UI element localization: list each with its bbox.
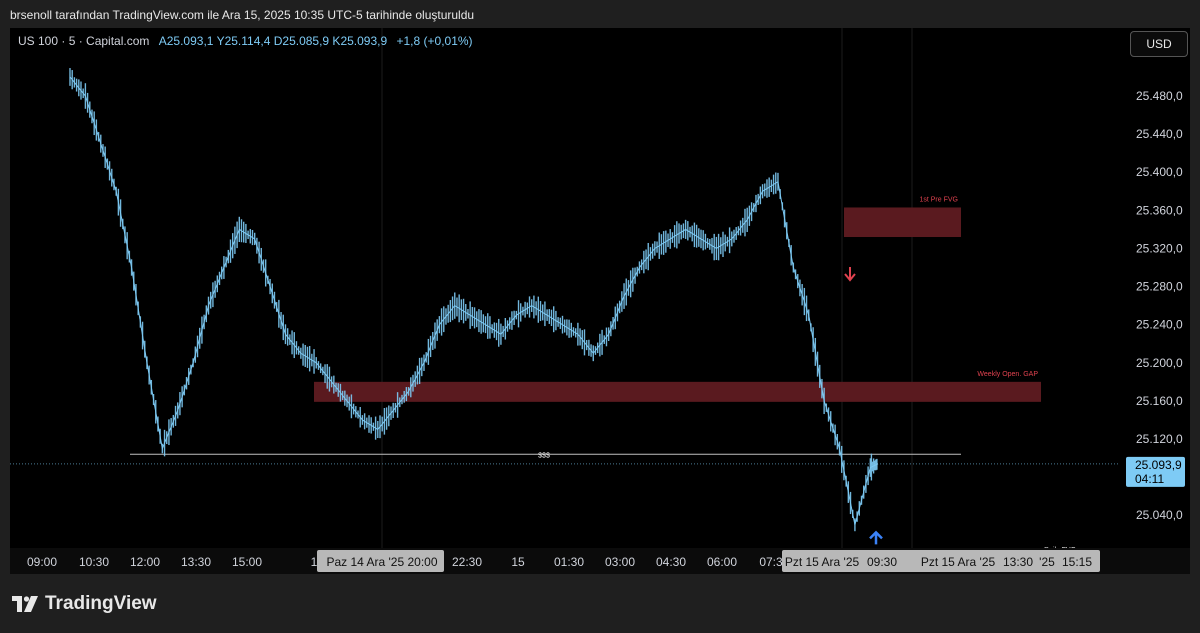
y-tick-label: 25.440,0 xyxy=(1136,127,1183,141)
time-crosshair-label xyxy=(782,550,1100,572)
x-tick-label: 09:00 xyxy=(27,555,57,569)
x-tick-label: '25 xyxy=(1039,555,1055,569)
countdown-label: 04:11 xyxy=(1135,472,1164,486)
current-price-label: 25.093,9 xyxy=(1135,458,1182,472)
symbol-name[interactable]: US 100 · 5 · Capital.com xyxy=(18,34,150,48)
x-tick-label: 13:30 xyxy=(1003,555,1033,569)
x-tick-label: 15:00 xyxy=(232,555,262,569)
y-tick-label: 25.200,0 xyxy=(1136,356,1183,370)
y-tick-label: 25.480,0 xyxy=(1136,89,1183,103)
y-tick-label: 25.160,0 xyxy=(1136,394,1183,408)
x-tick-label: 10:30 xyxy=(79,555,109,569)
x-tick-label: 13:30 xyxy=(181,555,211,569)
x-tick-label: Pzt 15 Ara '25 xyxy=(921,555,996,569)
x-tick-label: 04:30 xyxy=(656,555,686,569)
y-tick-label: 25.400,0 xyxy=(1136,165,1183,179)
price-axis[interactable] xyxy=(1120,28,1190,574)
tradingview-logo-icon xyxy=(12,596,38,612)
x-tick-label: 07:3 xyxy=(759,555,783,569)
y-tick-label: 25.360,0 xyxy=(1136,203,1183,217)
buy-arrow-icon xyxy=(869,530,883,545)
fvg-zone[interactable] xyxy=(844,207,961,238)
logo-text: TradingView xyxy=(45,593,157,614)
y-tick-label: 25.040,0 xyxy=(1136,508,1183,522)
fvg-zone[interactable] xyxy=(314,381,1041,402)
liquidity-label: $$$ xyxy=(538,452,550,459)
ohlc-values: A25.093,1 Y25.114,4 D25.085,9 K25.093,9 xyxy=(158,34,388,48)
x-tick-label: 03:00 xyxy=(605,555,635,569)
sell-arrow-icon xyxy=(844,267,856,282)
x-tick-label: 15:15 xyxy=(1062,555,1092,569)
y-tick-label: 25.120,0 xyxy=(1136,432,1183,446)
snapshot-caption: brsenoll tarafından TradingView.com ile … xyxy=(10,8,475,22)
x-tick-label: 09:30 xyxy=(867,555,897,569)
x-tick-label: 15 xyxy=(511,555,525,569)
x-tick-label: Paz 14 Ara '25 20:00 xyxy=(326,555,437,569)
current-price-tag xyxy=(1126,456,1185,487)
y-tick-label: 25.240,0 xyxy=(1136,318,1183,332)
currency-button[interactable]: USD xyxy=(1130,31,1188,57)
price-line xyxy=(69,76,879,525)
tradingview-logo[interactable]: TradingView xyxy=(12,593,157,615)
x-tick-label: 22:30 xyxy=(452,555,482,569)
symbol-legend[interactable]: US 100 · 5 · Capital.com A25.093,1 Y25.1… xyxy=(18,34,473,48)
x-tick-label: 12:00 xyxy=(130,555,160,569)
time-crosshair-label xyxy=(317,550,444,572)
x-tick-label: 01:30 xyxy=(554,555,584,569)
x-tick-label: 06:00 xyxy=(707,555,737,569)
x-tick-label: 1 xyxy=(311,555,318,569)
zone-label: 1st Pre FVG xyxy=(919,196,958,203)
y-tick-label: 25.320,0 xyxy=(1136,241,1183,255)
x-tick-label: Pzt 15 Ara '25 xyxy=(785,555,860,569)
y-tick-label: 25.280,0 xyxy=(1136,280,1183,294)
zone-label: Weekly Open. GAP xyxy=(977,371,1038,378)
price-change: +1,8 (+0,01%) xyxy=(396,34,473,48)
